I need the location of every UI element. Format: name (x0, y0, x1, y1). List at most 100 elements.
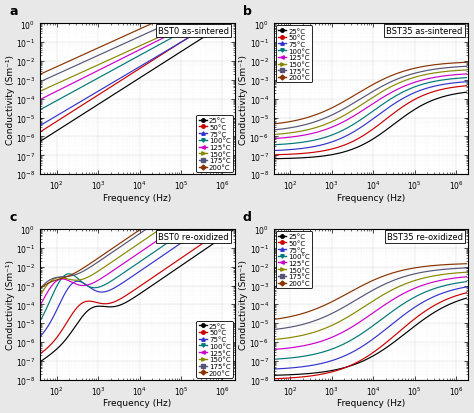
50°C (230, 221, 236, 226)
200°C (178, 16, 184, 21)
100°C (410, 296, 416, 301)
150°C (392, 83, 398, 88)
Text: BST35 re-oxidized: BST35 re-oxidized (387, 233, 463, 241)
50°C (464, 84, 469, 89)
100°C (348, 124, 354, 129)
75°C (178, 41, 183, 46)
Line: 125°C: 125°C (274, 277, 466, 349)
100°C (230, 221, 236, 226)
100°C (61, 274, 67, 279)
Line: 25°C: 25°C (41, 19, 233, 141)
100°C (38, 107, 44, 112)
X-axis label: Frequency (Hz): Frequency (Hz) (103, 193, 172, 202)
150°C (38, 89, 44, 94)
Line: 50°C: 50°C (41, 19, 233, 132)
200°C (411, 67, 417, 72)
100°C (114, 66, 120, 71)
Y-axis label: Conductivity (Sm⁻¹): Conductivity (Sm⁻¹) (239, 55, 248, 145)
Line: 150°C: 150°C (274, 71, 466, 135)
25°C (159, 277, 164, 282)
100°C (101, 283, 107, 288)
150°C (348, 110, 354, 115)
150°C (177, 26, 182, 31)
Line: 100°C: 100°C (274, 282, 466, 359)
75°C (410, 92, 416, 97)
125°C (159, 235, 164, 240)
25°C (410, 325, 416, 330)
150°C (464, 270, 469, 275)
175°C (114, 45, 120, 50)
200°C (464, 261, 469, 266)
Y-axis label: Conductivity (Sm⁻¹): Conductivity (Sm⁻¹) (6, 55, 15, 145)
150°C (61, 78, 67, 83)
75°C (61, 293, 67, 298)
Text: BST0 re-oxidized: BST0 re-oxidized (158, 233, 229, 241)
100°C (392, 95, 398, 100)
125°C (177, 28, 182, 33)
125°C (180, 221, 185, 226)
200°C (178, 221, 184, 226)
125°C (178, 223, 183, 228)
25°C (114, 90, 120, 95)
150°C (200, 16, 205, 21)
100°C (411, 295, 417, 300)
50°C (410, 318, 416, 323)
25°C (230, 17, 236, 22)
50°C (177, 257, 182, 262)
50°C (101, 90, 107, 95)
200°C (230, 221, 236, 226)
Line: 100°C: 100°C (274, 78, 466, 145)
125°C (410, 81, 416, 86)
150°C (61, 276, 67, 281)
Line: 200°C: 200°C (274, 63, 466, 124)
50°C (159, 53, 164, 58)
25°C (101, 99, 107, 104)
Line: 50°C: 50°C (274, 87, 466, 155)
75°C (272, 367, 277, 372)
175°C (410, 272, 416, 277)
175°C (152, 221, 158, 226)
150°C (177, 221, 183, 226)
50°C (348, 363, 354, 368)
200°C (114, 243, 120, 248)
125°C (61, 86, 67, 91)
50°C (295, 375, 301, 380)
75°C (114, 78, 120, 83)
125°C (114, 266, 120, 271)
50°C (230, 221, 236, 226)
50°C (392, 110, 398, 115)
Legend: 25°C, 50°C, 75°C, 100°C, 125°C, 150°C, 175°C, 200°C: 25°C, 50°C, 75°C, 100°C, 125°C, 150°C, 1… (197, 321, 233, 378)
100°C (159, 244, 164, 249)
Line: 75°C: 75°C (274, 83, 466, 151)
Text: a: a (9, 5, 18, 18)
125°C (334, 123, 340, 128)
Line: 175°C: 175°C (41, 224, 233, 288)
50°C (411, 98, 417, 103)
25°C (334, 367, 340, 372)
Line: 150°C: 150°C (41, 224, 233, 294)
175°C (464, 64, 469, 69)
150°C (272, 133, 277, 138)
50°C (114, 299, 120, 304)
75°C (334, 138, 340, 143)
25°C (159, 62, 164, 67)
50°C (101, 301, 107, 306)
100°C (464, 76, 469, 81)
175°C (178, 16, 184, 21)
200°C (334, 297, 340, 302)
200°C (38, 286, 44, 291)
150°C (159, 226, 164, 231)
200°C (392, 270, 398, 275)
75°C (272, 149, 277, 154)
100°C (334, 131, 340, 136)
50°C (411, 317, 417, 322)
25°C (177, 265, 182, 270)
125°C (295, 344, 301, 349)
75°C (101, 86, 107, 91)
100°C (464, 280, 469, 285)
200°C (61, 62, 67, 66)
100°C (193, 221, 199, 226)
Legend: 25°C, 50°C, 75°C, 100°C, 125°C, 150°C, 175°C, 200°C: 25°C, 50°C, 75°C, 100°C, 125°C, 150°C, 1… (276, 231, 312, 288)
125°C (464, 275, 469, 280)
75°C (348, 351, 354, 356)
